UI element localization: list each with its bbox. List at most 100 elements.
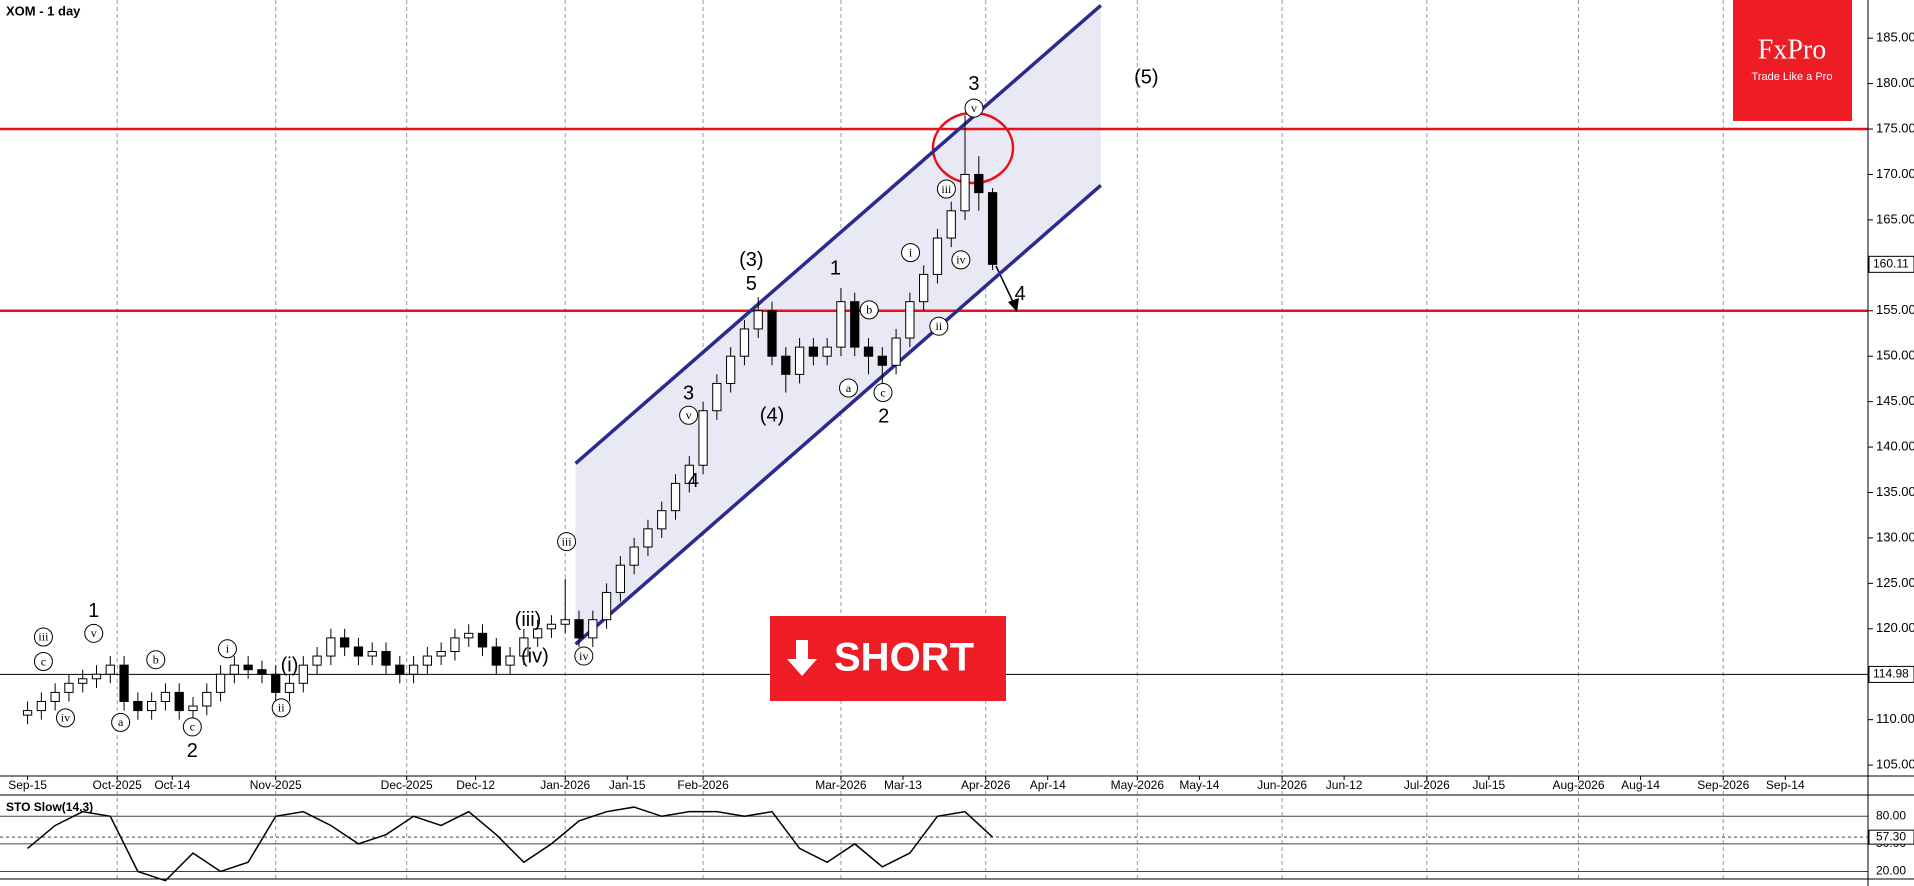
candle-body	[257, 669, 267, 675]
indicator-line	[27, 806, 994, 882]
wave-label: (5)	[1134, 67, 1158, 89]
candle-body	[546, 623, 557, 630]
x-tick-label: Aug-14	[1621, 778, 1660, 792]
wave-label: 1	[830, 257, 841, 279]
wave-label-circle	[111, 712, 131, 732]
candle-body	[560, 619, 570, 625]
y-tick-label: 180.00	[1876, 75, 1914, 90]
wave-label-circle	[951, 250, 971, 270]
candle-body	[670, 482, 681, 512]
x-tick-label: Jan-2026	[540, 778, 590, 792]
candle-body	[22, 710, 33, 716]
logo: FxPro Trade Like a Pro	[1733, 0, 1852, 121]
candle-body	[340, 637, 350, 648]
candle-body	[491, 646, 501, 666]
candle-body	[588, 619, 598, 639]
x-tick-label: Jul-2026	[1404, 778, 1450, 792]
signal-box	[770, 616, 1006, 701]
candle-body	[891, 337, 901, 366]
wave-label: (3)	[739, 249, 763, 271]
wave-label: 4	[688, 470, 699, 492]
x-tick-label: Feb-2026	[677, 778, 729, 792]
x-tick-label: Nov-2025	[250, 778, 302, 792]
wave-label: (iv)	[521, 645, 549, 667]
signal-text: SHORT	[834, 636, 974, 680]
price-label: 114.98	[1873, 667, 1909, 681]
x-tick-label: Oct-2025	[93, 778, 143, 792]
candle-body	[312, 655, 322, 666]
candle-body	[505, 655, 515, 666]
wave-label: c	[41, 654, 46, 668]
wave-label: iv	[61, 711, 70, 725]
wave-label: i	[909, 245, 913, 259]
y-tick-label: 150.00	[1876, 348, 1914, 363]
wave-label: 2	[187, 740, 198, 762]
candle-body	[684, 464, 694, 484]
wave-label: v	[686, 408, 692, 422]
candle-body	[436, 651, 446, 657]
wave-label: a	[846, 381, 852, 395]
candle-body	[836, 301, 846, 348]
candle-body	[877, 355, 887, 366]
candle-body	[960, 173, 970, 212]
y-tick-label: 20.00	[1876, 864, 1906, 878]
last-price-box	[1868, 255, 1914, 273]
wave-label: iii	[38, 630, 49, 644]
channel-line	[574, 184, 1102, 646]
wave-label-circle	[679, 405, 699, 425]
wave-label-circle	[84, 623, 104, 643]
candle-body	[657, 510, 667, 530]
candle-body	[215, 673, 226, 693]
candle-body	[794, 346, 805, 375]
candle-body	[822, 346, 832, 357]
y-tick-label: 170.00	[1876, 166, 1914, 181]
wave-label: i	[226, 642, 230, 656]
x-tick-label: May-2026	[1111, 778, 1165, 792]
candle-body	[64, 682, 74, 693]
y-tick-label: 130.00	[1876, 529, 1914, 544]
y-tick-label: 110.00	[1876, 711, 1914, 726]
wave-label: iv	[956, 253, 965, 267]
candle-body	[381, 651, 391, 666]
wave-label: 3	[968, 73, 979, 95]
candle-body	[574, 619, 584, 639]
candle-body	[698, 410, 708, 466]
candle-body	[147, 700, 157, 712]
wave-label-circle	[33, 652, 53, 672]
wave-label: ii	[278, 701, 285, 715]
candle-body	[36, 700, 46, 712]
wave-label-circle	[146, 650, 166, 670]
candle-body	[808, 346, 819, 357]
candle-body	[188, 705, 198, 712]
wave-label-circle	[873, 383, 893, 403]
x-tick-label: Jan-15	[609, 778, 646, 792]
candle-body	[133, 700, 143, 712]
y-tick-label: 125.00	[1876, 575, 1914, 590]
candle-body	[298, 664, 308, 684]
candle-body	[533, 628, 543, 639]
x-tick-label: Mar-2026	[815, 778, 867, 792]
down-arrow-icon	[787, 640, 817, 676]
wave-label: ii	[935, 319, 942, 333]
wave-label: (4)	[760, 405, 784, 427]
x-tick-label: Dec-2025	[381, 778, 433, 792]
channel-line	[574, 4, 1102, 465]
candle-body	[919, 273, 929, 303]
candle-body	[271, 673, 281, 693]
candle-body	[974, 173, 984, 194]
candle-body	[450, 637, 460, 653]
candle-body	[601, 591, 612, 621]
x-tick-label: Sep-15	[8, 778, 47, 792]
candle-body	[932, 237, 943, 275]
wave-label-circle	[929, 316, 949, 336]
logo-tagline: Trade Like a Pro	[1752, 71, 1833, 83]
wave-label-circle	[901, 243, 921, 263]
x-tick-label: Jun-12	[1326, 778, 1363, 792]
x-tick-label: Dec-12	[456, 778, 495, 792]
x-tick-label: Sep-14	[1766, 778, 1805, 792]
wave-label-circle	[964, 98, 984, 118]
x-tick-label: Jul-15	[1473, 778, 1506, 792]
y-tick-label: 155.00	[1876, 302, 1914, 317]
candle-body	[243, 664, 253, 671]
wave-label-circle	[574, 646, 594, 666]
